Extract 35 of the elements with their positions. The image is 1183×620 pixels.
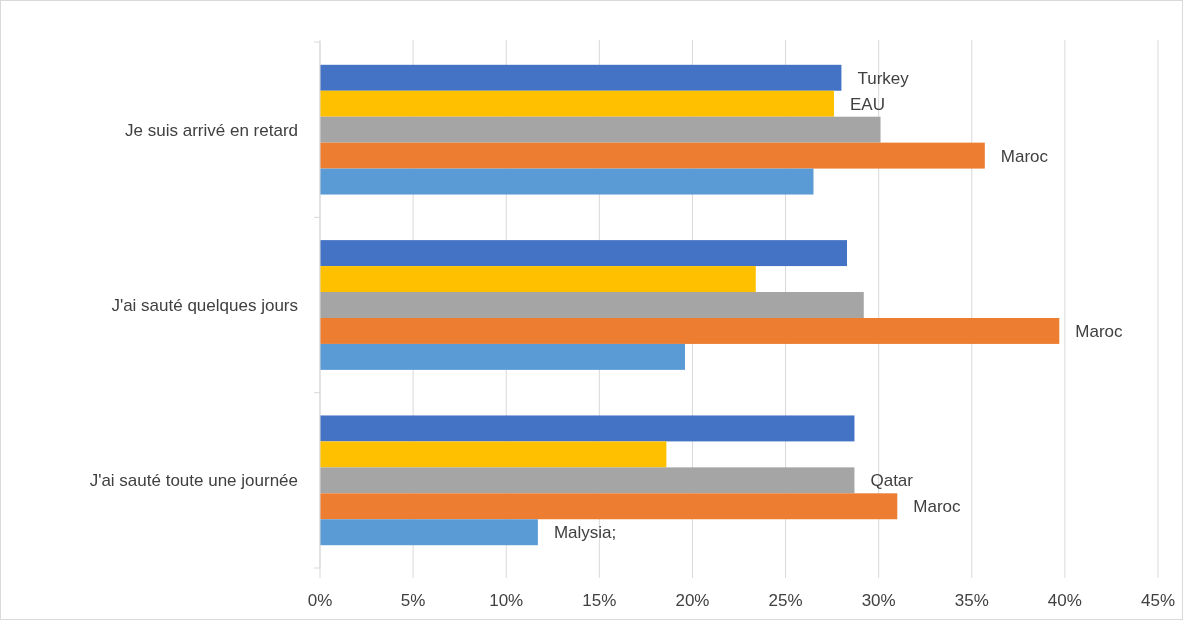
data-label: Maroc bbox=[1075, 321, 1124, 341]
bar bbox=[320, 317, 1060, 344]
x-tick-label: 30% bbox=[861, 591, 896, 610]
bar bbox=[320, 493, 898, 520]
bar bbox=[320, 168, 814, 195]
x-tick-label: 15% bbox=[582, 591, 617, 610]
x-tick-label: 45% bbox=[1140, 591, 1176, 610]
y-tick-label: J'ai sauté toute une journée bbox=[89, 471, 298, 491]
data-label: EAU bbox=[849, 94, 885, 114]
x-tick-label: 35% bbox=[954, 591, 989, 610]
bar bbox=[320, 343, 685, 370]
data-label: Qatar bbox=[870, 471, 914, 491]
bar bbox=[320, 240, 848, 267]
y-tick-label: Je suis arrivé en retard bbox=[125, 120, 298, 140]
bar bbox=[320, 116, 881, 143]
x-tick-label: 5% bbox=[400, 591, 426, 610]
x-tick-label: 40% bbox=[1047, 591, 1082, 610]
data-label: Turkey bbox=[857, 68, 910, 88]
data-label: Maroc bbox=[913, 497, 962, 517]
bar bbox=[320, 519, 538, 546]
y-tick-label: J'ai sauté quelques jours bbox=[111, 296, 298, 315]
bar bbox=[320, 64, 842, 91]
bar bbox=[320, 467, 855, 494]
bar bbox=[320, 266, 756, 293]
bar bbox=[320, 415, 855, 442]
bar bbox=[320, 292, 864, 318]
bar bbox=[320, 90, 834, 117]
x-tick-label: 0% bbox=[307, 591, 333, 610]
data-label: Maroc bbox=[1000, 146, 1049, 166]
x-tick-label: 20% bbox=[675, 591, 710, 610]
bar bbox=[320, 441, 667, 468]
x-tick-label: 25% bbox=[768, 591, 803, 610]
data-label: Malysia; bbox=[553, 523, 617, 543]
bar bbox=[320, 142, 985, 169]
x-tick-label: 10% bbox=[489, 591, 524, 610]
